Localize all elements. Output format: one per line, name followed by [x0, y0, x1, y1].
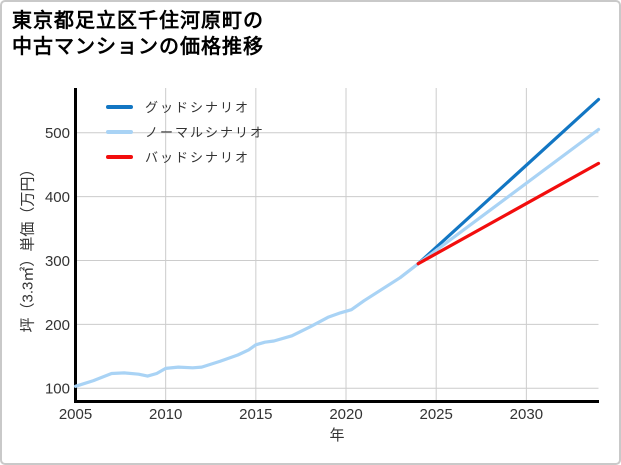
series-line-good-forecast	[416, 97, 601, 266]
x-tick-label-2010: 2010	[149, 406, 182, 423]
x-axis-label: 年	[329, 427, 345, 444]
series-line-normal-forecast	[416, 127, 601, 266]
y-tick-label-500: 500	[45, 125, 70, 142]
series-line-bad-forecast	[416, 161, 601, 266]
x-tick-label-2030: 2030	[510, 406, 543, 423]
x-tick-label-2005: 2005	[59, 406, 92, 423]
legend-label-bad: バッドシナリオ	[145, 150, 251, 165]
chart-title-line-1: 東京都足立区千住河原町の	[12, 10, 264, 32]
legend-label-normal: ノーマルシナリオ	[145, 125, 266, 140]
series-line-history-history	[73, 262, 420, 388]
x-tick-label-2025: 2025	[420, 406, 453, 423]
legend-swatch-bad	[106, 154, 133, 159]
legend-swatch-normal	[106, 129, 133, 134]
y-tick-label-300: 300	[45, 253, 70, 270]
legend-item-normal: ノーマルシナリオ	[106, 119, 265, 144]
legend-label-good: グッドシナリオ	[145, 100, 251, 115]
y-tick-label-100: 100	[45, 381, 70, 398]
chart-title: 東京都足立区千住河原町の 中古マンションの価格推移	[12, 8, 264, 60]
legend-swatch-good	[106, 104, 133, 109]
x-tick-label-2015: 2015	[239, 406, 272, 423]
legend-item-bad: バッドシナリオ	[106, 144, 265, 169]
legend-item-good: グッドシナリオ	[106, 94, 265, 119]
y-tick-label-400: 400	[45, 189, 70, 206]
y-tick-label-200: 200	[45, 317, 70, 334]
chart-title-line-2: 中古マンションの価格推移	[12, 36, 264, 58]
chart-legend: グッドシナリオ ノーマルシナリオ バッドシナリオ	[106, 94, 265, 169]
y-axis-label: 坪（3.3㎡）単価（万円）	[19, 161, 37, 333]
x-tick-label-2020: 2020	[329, 406, 362, 423]
